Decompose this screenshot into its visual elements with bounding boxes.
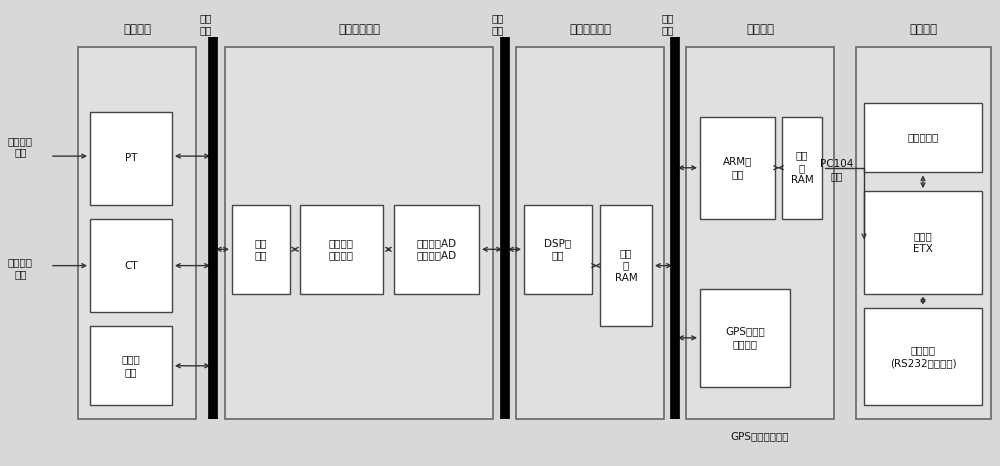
Text: 电压模拟
信号: 电压模拟 信号 <box>8 136 33 158</box>
Bar <box>700 116 775 219</box>
Text: 双端
口
RAM: 双端 口 RAM <box>791 151 813 185</box>
Bar <box>516 47 664 419</box>
Bar <box>864 191 982 294</box>
Bar <box>782 116 822 219</box>
Text: ARM处
理器: ARM处 理器 <box>723 157 752 179</box>
Bar <box>300 205 383 294</box>
Bar <box>90 219 172 312</box>
Text: GPS时钟及
时序控制: GPS时钟及 时序控制 <box>725 327 765 349</box>
Text: DSP处
理器: DSP处 理器 <box>544 238 572 260</box>
Text: PT: PT <box>125 153 137 164</box>
Bar <box>78 47 196 419</box>
Text: GPS时间基准模块: GPS时间基准模块 <box>731 431 789 441</box>
Text: CT: CT <box>124 260 138 271</box>
Bar <box>600 205 652 326</box>
Text: 电流模拟
信号: 电流模拟 信号 <box>8 257 33 279</box>
Bar <box>856 47 991 419</box>
Text: 数据处理模块: 数据处理模块 <box>569 23 611 36</box>
Bar <box>686 47 834 419</box>
Text: 内部
总线: 内部 总线 <box>492 14 504 35</box>
Text: 嵌入式
ETX: 嵌入式 ETX <box>913 231 933 254</box>
Bar <box>90 326 172 405</box>
Text: 变送模块: 变送模块 <box>123 23 151 36</box>
Text: 外围模块: 外围模块 <box>910 23 938 36</box>
Text: 显示、打印: 显示、打印 <box>907 132 939 143</box>
Text: 内部
总线: 内部 总线 <box>662 14 674 35</box>
Bar <box>225 47 493 419</box>
Text: 隔离
模块: 隔离 模块 <box>255 238 267 260</box>
Text: 低频滤波
高频滤波: 低频滤波 高频滤波 <box>329 238 354 260</box>
Text: 低频采样AD
高频采样AD: 低频采样AD 高频采样AD <box>416 238 457 260</box>
Text: 通讯接口
(RS232、网口等): 通讯接口 (RS232、网口等) <box>890 345 956 368</box>
Text: 双端
口
RAM: 双端 口 RAM <box>615 248 637 283</box>
Bar <box>700 289 790 387</box>
Bar <box>232 205 290 294</box>
Text: PC104
总线: PC104 总线 <box>820 159 854 181</box>
Text: 数据采集模块: 数据采集模块 <box>338 23 380 36</box>
Text: 开关量
输入: 开关量 输入 <box>122 355 140 377</box>
Bar <box>524 205 592 294</box>
Bar <box>864 103 982 172</box>
Text: 内部
总线: 内部 总线 <box>200 14 212 35</box>
Text: 管理模块: 管理模块 <box>746 23 774 36</box>
Bar <box>90 112 172 205</box>
Bar <box>864 308 982 405</box>
Bar <box>394 205 479 294</box>
